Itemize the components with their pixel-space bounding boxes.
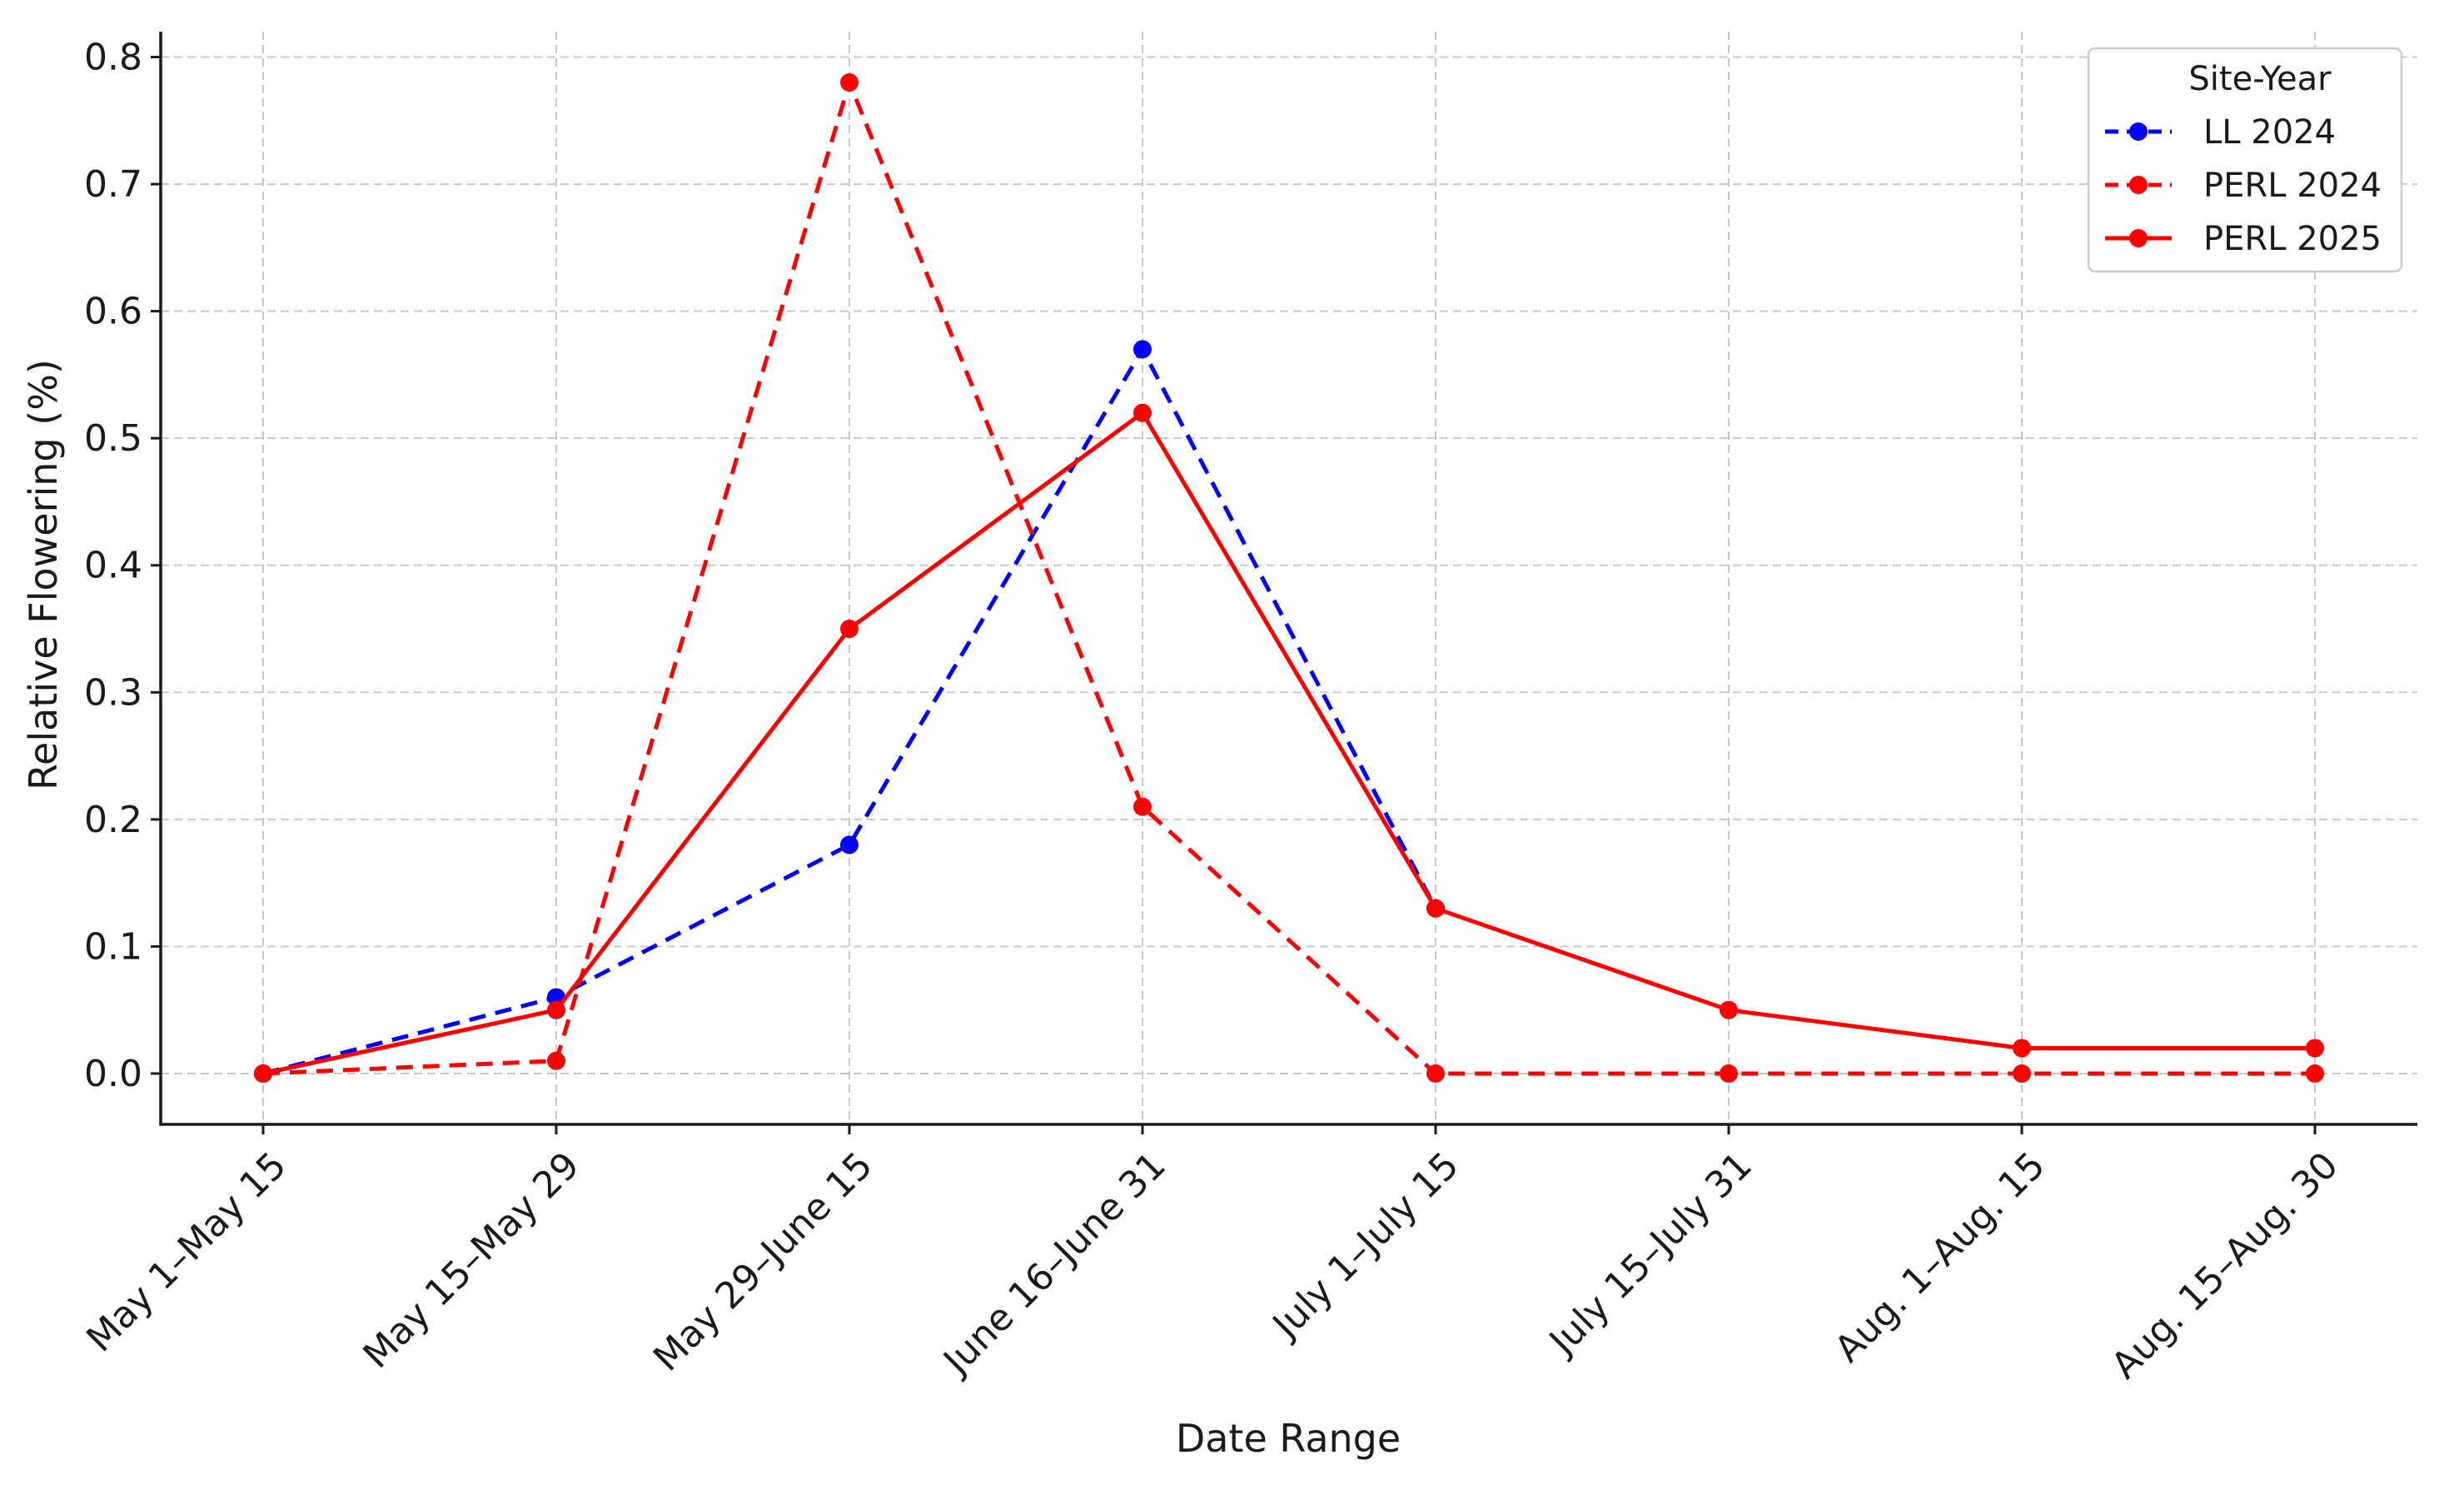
legend-label: PERL 2025 (2203, 220, 2382, 258)
data-point (547, 1000, 565, 1019)
y-tick-labels: 0.0 0.1 0.2 0.3 0.4 0.5 0.6 0.7 0.8 (84, 37, 142, 1095)
x-tick-labels: May 1–May 15 May 15–May 29 May 29–June 15 J… (78, 1144, 2346, 1388)
axis-spines (159, 32, 2417, 1126)
grid (161, 32, 2417, 1124)
data-point (1720, 1000, 1738, 1019)
data-point (2306, 1039, 2324, 1058)
data-point (840, 620, 859, 639)
legend-items: LL 2024 PERL 2024 PERL 2025 (2105, 113, 2382, 258)
series-line (262, 346, 1438, 1076)
legend-item: PERL 2025 (2105, 220, 2382, 258)
data-point (1426, 1064, 1445, 1083)
y-tick-label: 0.3 (84, 671, 142, 714)
data-point (547, 1051, 565, 1070)
data-point (840, 73, 859, 92)
legend-marker-swatch (2129, 229, 2148, 247)
y-tick-label: 0.0 (84, 1053, 142, 1095)
legend-item: LL 2024 (2105, 113, 2336, 152)
data-point (1133, 797, 1152, 816)
y-tick-label: 0.5 (84, 417, 142, 460)
x-tick-label: Aug. 15–Aug. 30 (2103, 1144, 2347, 1388)
data-point (2013, 1064, 2031, 1083)
legend-box (2087, 47, 2403, 273)
data-point (1426, 899, 1445, 918)
legend-label: LL 2024 (2203, 113, 2336, 152)
axes (151, 32, 2417, 1134)
series-line (262, 411, 2315, 1076)
x-tick-label: July 15–July 31 (1540, 1144, 1760, 1365)
legend: Site-Year LL 2024 PERL 2024 PERL 2025 (2087, 47, 2403, 273)
y-axis-title: Relative Flowering (%) (21, 359, 66, 790)
y-tick-label: 0.6 (84, 291, 142, 333)
legend-item: PERL 2024 (2105, 167, 2382, 205)
legend-marker-swatch (2129, 176, 2148, 194)
legend-marker-swatch (2129, 122, 2148, 141)
series-layer (254, 73, 2324, 1083)
legend-title: Site-Year (2188, 60, 2332, 98)
x-tick-label: May 29–June 15 (645, 1144, 881, 1380)
x-tick-label: July 1–July 15 (1263, 1144, 1467, 1348)
series-line (262, 80, 2315, 1076)
data-point (1133, 340, 1152, 359)
data-point (254, 1064, 272, 1083)
legend-label: PERL 2024 (2203, 167, 2382, 205)
x-tick-label: Aug. 1–Aug. 15 (1827, 1144, 2053, 1371)
y-tick-label: 0.7 (84, 163, 142, 206)
data-point (2013, 1039, 2031, 1058)
data-point (1133, 403, 1152, 422)
x-tick-label: June 16–June 31 (934, 1144, 1174, 1384)
x-tick-label: May 15–May 29 (356, 1144, 588, 1377)
y-tick-label: 0.4 (84, 545, 142, 587)
x-axis-title: Date Range (1176, 1416, 1401, 1461)
data-point (1720, 1064, 1738, 1083)
x-tick-label: May 1–May 15 (78, 1144, 294, 1360)
series-perl-2024 (254, 73, 2324, 1083)
y-tick-label: 0.1 (84, 925, 142, 968)
y-tick-label: 0.2 (84, 799, 142, 841)
series-perl-2025 (254, 403, 2324, 1083)
data-point (840, 835, 859, 855)
data-point (2306, 1064, 2324, 1083)
y-tick-label: 0.8 (84, 37, 142, 79)
